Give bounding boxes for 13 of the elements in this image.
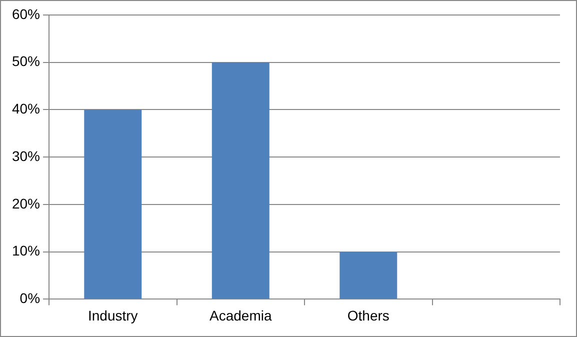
y-tick-label: 50% <box>12 53 40 70</box>
y-tick-label: 60% <box>12 6 40 22</box>
x-tick-label: Academia <box>210 307 272 324</box>
y-tick-label: 30% <box>12 148 40 164</box>
bar <box>84 110 142 299</box>
y-tick-label: 0% <box>20 290 40 306</box>
bar <box>340 252 398 299</box>
x-tick-label: Industry <box>88 307 138 324</box>
x-tick-label: Others <box>347 307 390 324</box>
y-tick-label: 10% <box>12 242 40 259</box>
y-tick-label: 40% <box>12 100 40 117</box>
bar <box>212 62 270 299</box>
y-tick-label: 20% <box>12 195 40 212</box>
